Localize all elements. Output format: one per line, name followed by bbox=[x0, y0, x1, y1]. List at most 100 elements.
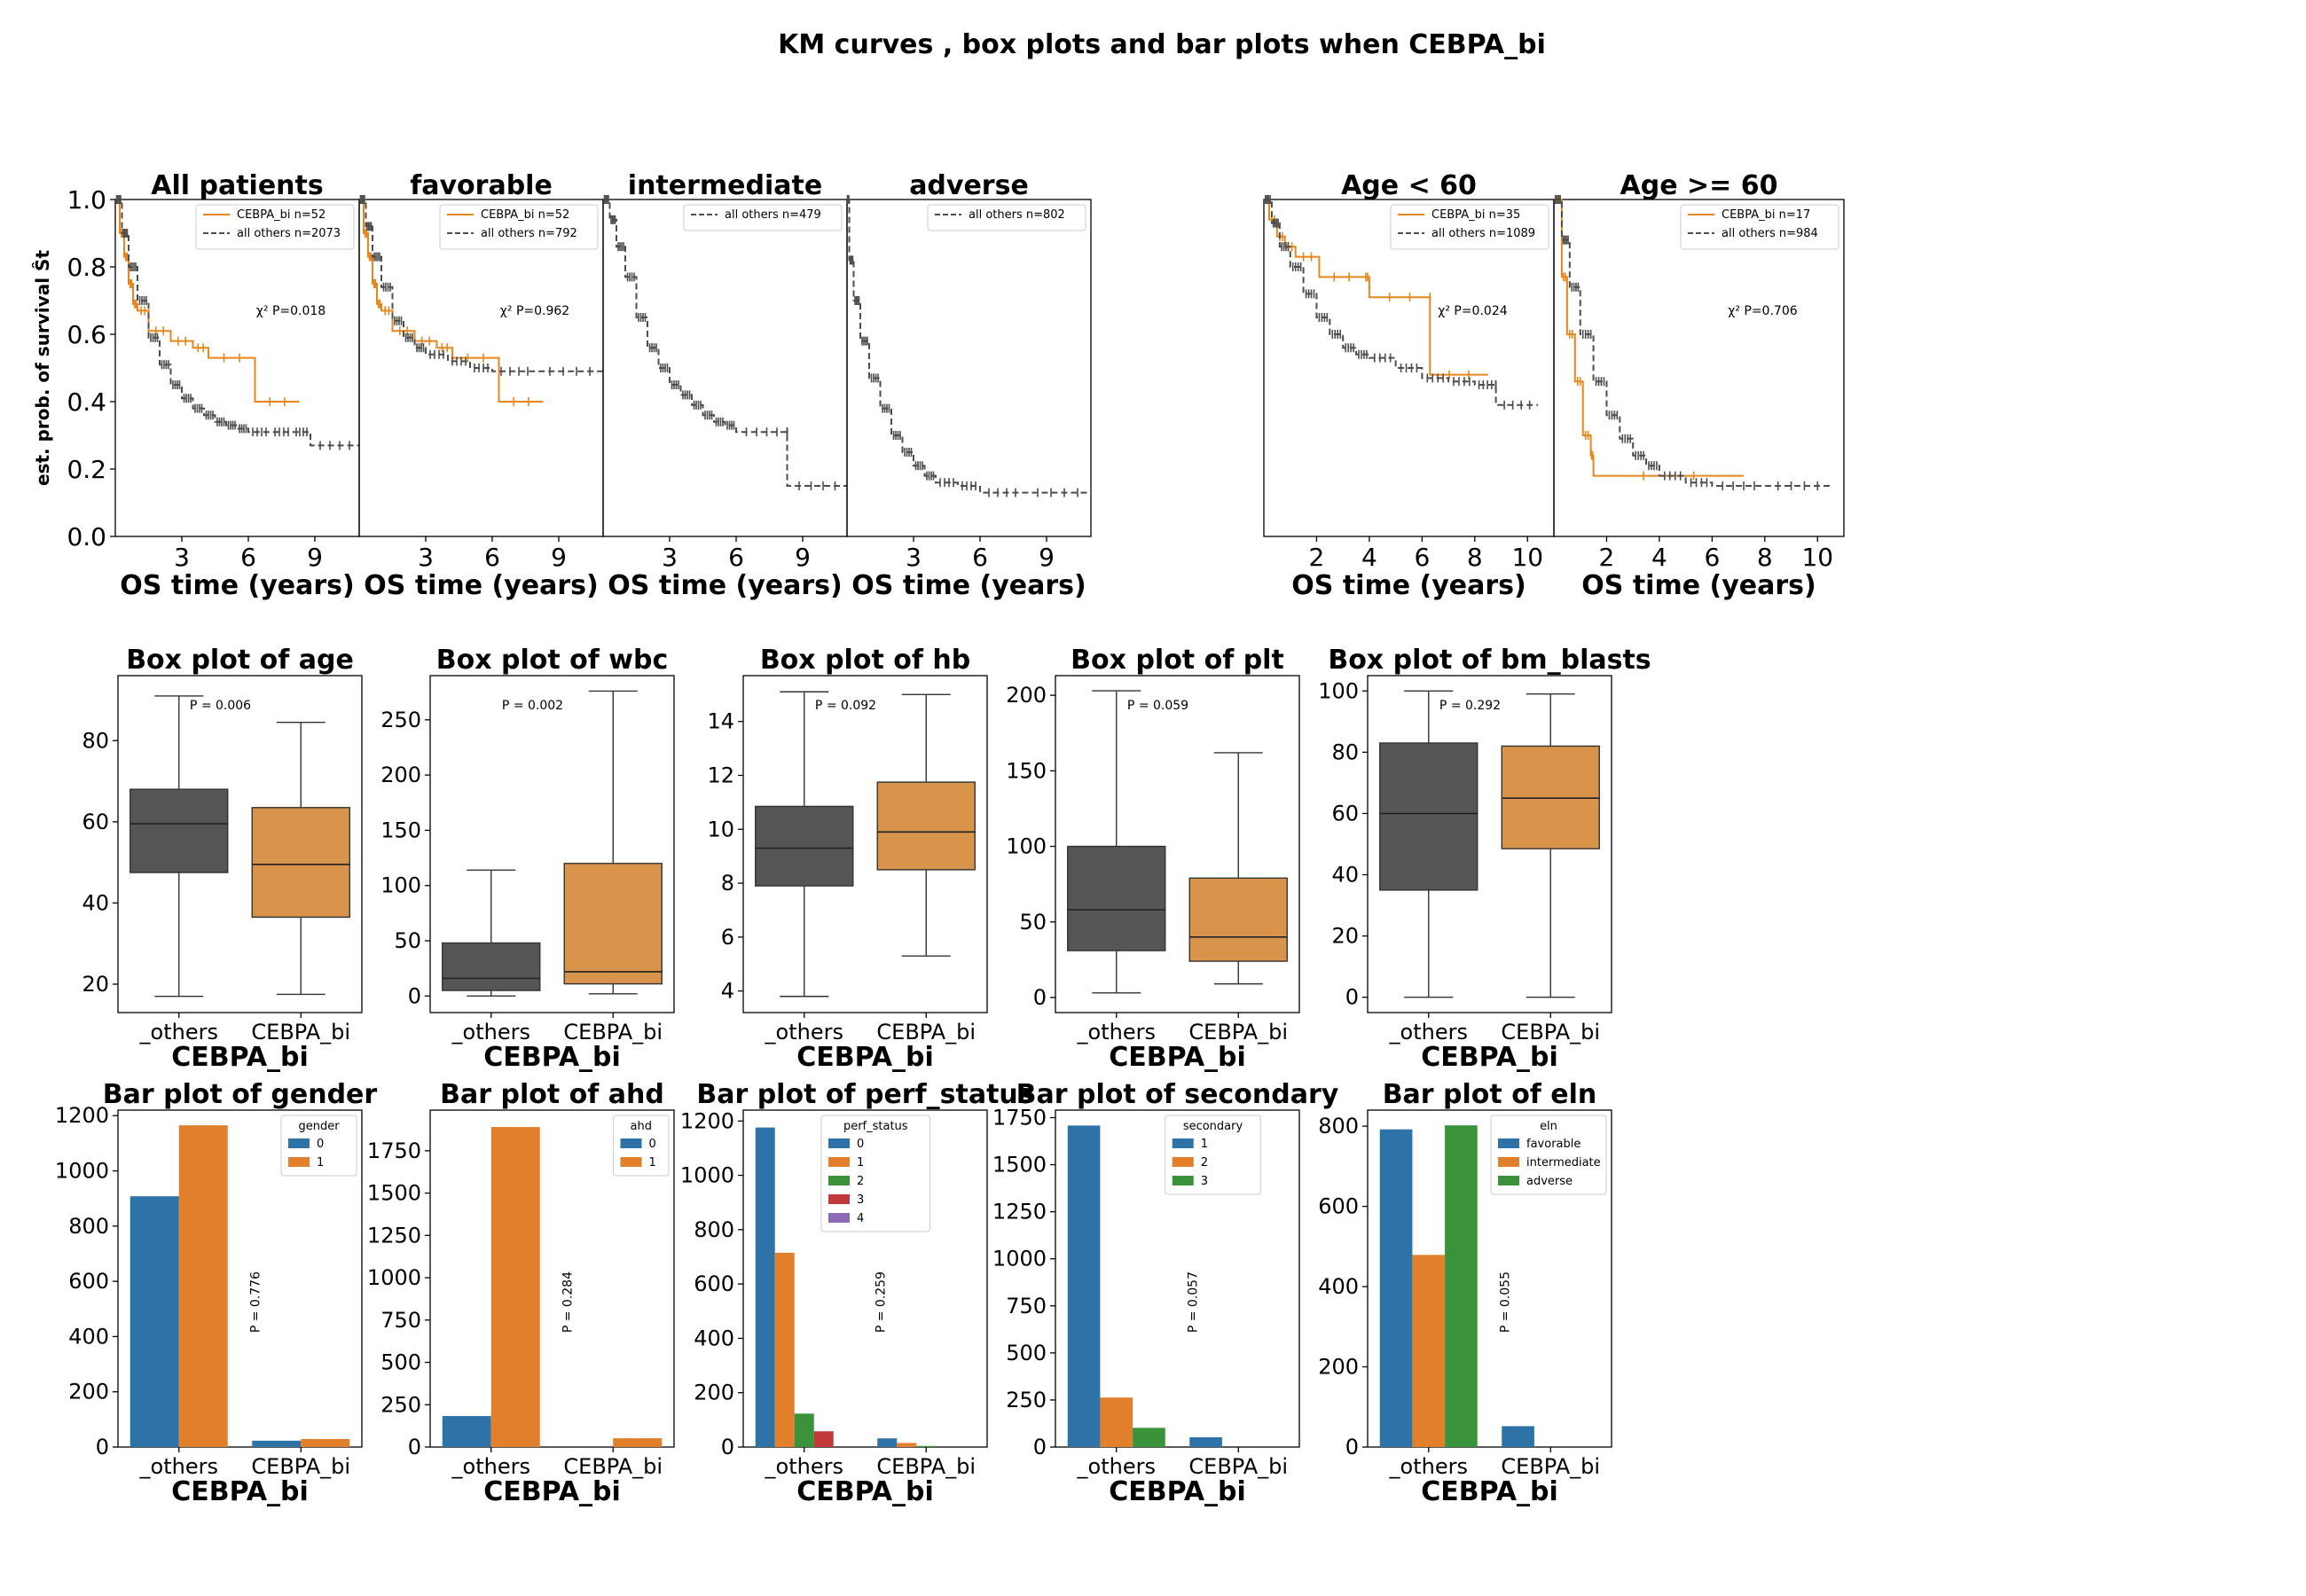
km_adv-legend-box bbox=[927, 204, 1086, 231]
box_plt-title: Box plot of plt bbox=[1071, 645, 1284, 676]
bar_perf-xtick-label: CEBPA_bi bbox=[876, 1454, 976, 1479]
km_ge60-legend-box bbox=[1680, 204, 1839, 250]
km_adv-xtick-label: 6 bbox=[972, 543, 988, 572]
box_hb-ytick-label: 4 bbox=[721, 979, 734, 1004]
figure-title: KM curves , box plots and bar plots when… bbox=[778, 29, 1546, 60]
km_all-xtick-label: 3 bbox=[174, 543, 190, 572]
box_bm-box-_others bbox=[1379, 742, 1479, 891]
bar_gender-bar-CEBPA_bi-0 bbox=[252, 1440, 302, 1447]
bar_perf-legend-swatch bbox=[828, 1194, 850, 1204]
bar_gender-legend-title: gender bbox=[298, 1120, 340, 1133]
box_bm-ytick-label: 80 bbox=[1331, 739, 1359, 764]
km_fav-xtick-label: 6 bbox=[484, 543, 500, 572]
bar_eln-ytick-label: 600 bbox=[1318, 1194, 1359, 1219]
bar_sec-bar-_others-3 bbox=[1133, 1428, 1165, 1447]
km_int-xtick-label: 3 bbox=[662, 543, 678, 572]
box_age-ytick-label: 80 bbox=[82, 728, 109, 753]
box_age-title: Box plot of age bbox=[126, 645, 354, 676]
bar_gender-title: Bar plot of gender bbox=[103, 1079, 378, 1110]
km_all-frame bbox=[114, 199, 360, 537]
bar_perf-ytick-label: 600 bbox=[694, 1271, 734, 1296]
km_fav-curve-1 bbox=[359, 199, 603, 372]
bar_perf-legend-label: 0 bbox=[857, 1138, 864, 1151]
km_all-ytick-label: 0.0 bbox=[67, 522, 106, 552]
bar_gender-legend-swatch bbox=[288, 1157, 310, 1167]
box_wbc-box-CEBPA_bi bbox=[563, 863, 663, 985]
bar_sec-xtick-label: CEBPA_bi bbox=[1188, 1454, 1288, 1479]
bar_sec-bar-_others-1 bbox=[1067, 1125, 1101, 1447]
box_wbc-ytick-label: 50 bbox=[394, 928, 421, 953]
box_wbc-frame bbox=[429, 675, 675, 1013]
km_adv-title: adverse bbox=[909, 170, 1029, 201]
km_fav-xlabel: OS time (years) bbox=[364, 570, 598, 601]
box_hb-ytick-label: 14 bbox=[707, 709, 734, 734]
km_ge60-frame bbox=[1553, 199, 1845, 537]
bar_ahd-bar-_others-0 bbox=[442, 1416, 491, 1447]
bar_perf-xlabel: CEBPA_bi bbox=[796, 1476, 934, 1507]
km_all-pvalue: χ² P=0.018 bbox=[256, 304, 326, 318]
bar_perf-legend-swatch bbox=[828, 1138, 850, 1148]
bar_ahd-legend-label: 1 bbox=[649, 1156, 656, 1170]
bar_ahd-ytick-label: 1250 bbox=[367, 1223, 421, 1248]
bar_perf-legend-label: 3 bbox=[857, 1193, 864, 1207]
box_age-ytick-label: 40 bbox=[82, 890, 109, 915]
box_bm-ytick-label: 60 bbox=[1331, 801, 1359, 825]
box_hb-xtick-label: CEBPA_bi bbox=[876, 1020, 976, 1044]
km_all-legend-label: CEBPA_bi n=52 bbox=[237, 208, 326, 222]
bar_eln-ytick-label: 0 bbox=[1345, 1435, 1359, 1459]
box_hb-title: Box plot of hb bbox=[760, 645, 970, 676]
bar_gender-ytick-label: 400 bbox=[68, 1324, 109, 1349]
box_plt-xtick-label: _others bbox=[1077, 1020, 1156, 1044]
box_wbc-xlabel: CEBPA_bi bbox=[483, 1042, 621, 1073]
bar_perf-legend-label: 2 bbox=[857, 1175, 864, 1188]
bar_sec-ytick-label: 1750 bbox=[992, 1105, 1047, 1130]
box_bm-box-CEBPA_bi bbox=[1501, 745, 1600, 849]
bar_sec-legend-title: secondary bbox=[1183, 1120, 1243, 1133]
bar_ahd-legend-title: ahd bbox=[631, 1120, 652, 1133]
km_lt60-xtick-label: 2 bbox=[1309, 543, 1325, 572]
bar_perf-ytick-label: 800 bbox=[694, 1217, 734, 1242]
km_ge60-xlabel: OS time (years) bbox=[1581, 570, 1816, 601]
bar_perf-legend-label: 1 bbox=[857, 1156, 864, 1170]
bar_gender-bar-CEBPA_bi-1 bbox=[301, 1438, 350, 1447]
km_ge60-legend-label: CEBPA_bi n=17 bbox=[1722, 208, 1810, 222]
bar_eln-ytick-label: 400 bbox=[1318, 1274, 1359, 1299]
km_ge60-xtick-label: 2 bbox=[1599, 543, 1615, 572]
km_adv-xtick-label: 9 bbox=[1039, 543, 1055, 572]
bar_perf-bar-_others-1 bbox=[774, 1252, 795, 1447]
box_bm-ytick-label: 20 bbox=[1331, 924, 1359, 949]
box_wbc-ytick-label: 200 bbox=[380, 763, 421, 787]
bar_sec-title: Bar plot of secondary bbox=[1016, 1079, 1339, 1110]
km_lt60-xtick-label: 4 bbox=[1361, 543, 1377, 572]
km_all-xtick-label: 9 bbox=[307, 543, 323, 572]
bar_eln-legend-label: intermediate bbox=[1526, 1156, 1601, 1170]
bar_perf-bar-CEBPA_bi-0 bbox=[877, 1438, 898, 1447]
bar_perf-xtick-label: _others bbox=[765, 1454, 843, 1479]
box_hb-box-_others bbox=[755, 805, 854, 887]
km_all-ytick-label: 0.4 bbox=[67, 387, 106, 417]
bar_eln-pvalue: P = 0.055 bbox=[1499, 1271, 1513, 1333]
bar_eln-legend-label: adverse bbox=[1526, 1175, 1573, 1188]
box_age-xlabel: CEBPA_bi bbox=[171, 1042, 309, 1073]
box_bm-ytick-label: 100 bbox=[1318, 678, 1359, 703]
bar_gender-ytick-label: 600 bbox=[68, 1269, 109, 1294]
bar_sec-pvalue: P = 0.057 bbox=[1187, 1271, 1201, 1333]
km_lt60-xtick-label: 10 bbox=[1511, 543, 1543, 572]
bar_gender-bar-_others-1 bbox=[178, 1125, 228, 1447]
box_plt-xlabel: CEBPA_bi bbox=[1109, 1042, 1246, 1073]
bar_perf-frame bbox=[742, 1109, 988, 1448]
box_plt-xtick-label: CEBPA_bi bbox=[1188, 1020, 1288, 1044]
km_fav-title: favorable bbox=[410, 170, 553, 201]
bar_eln-xtick-label: _others bbox=[1389, 1454, 1468, 1479]
km_ge60-pvalue: χ² P=0.706 bbox=[1728, 304, 1797, 318]
bar_ahd-legend-swatch bbox=[620, 1138, 642, 1148]
box_hb-ytick-label: 8 bbox=[721, 871, 734, 896]
bar_sec-frame bbox=[1055, 1109, 1300, 1448]
km_lt60-title: Age < 60 bbox=[1341, 170, 1477, 201]
km_int-title: intermediate bbox=[628, 170, 822, 201]
box_age-ytick-label: 20 bbox=[82, 972, 109, 997]
bar_eln-xlabel: CEBPA_bi bbox=[1421, 1476, 1558, 1507]
bar_sec-ytick-label: 250 bbox=[1006, 1388, 1047, 1412]
